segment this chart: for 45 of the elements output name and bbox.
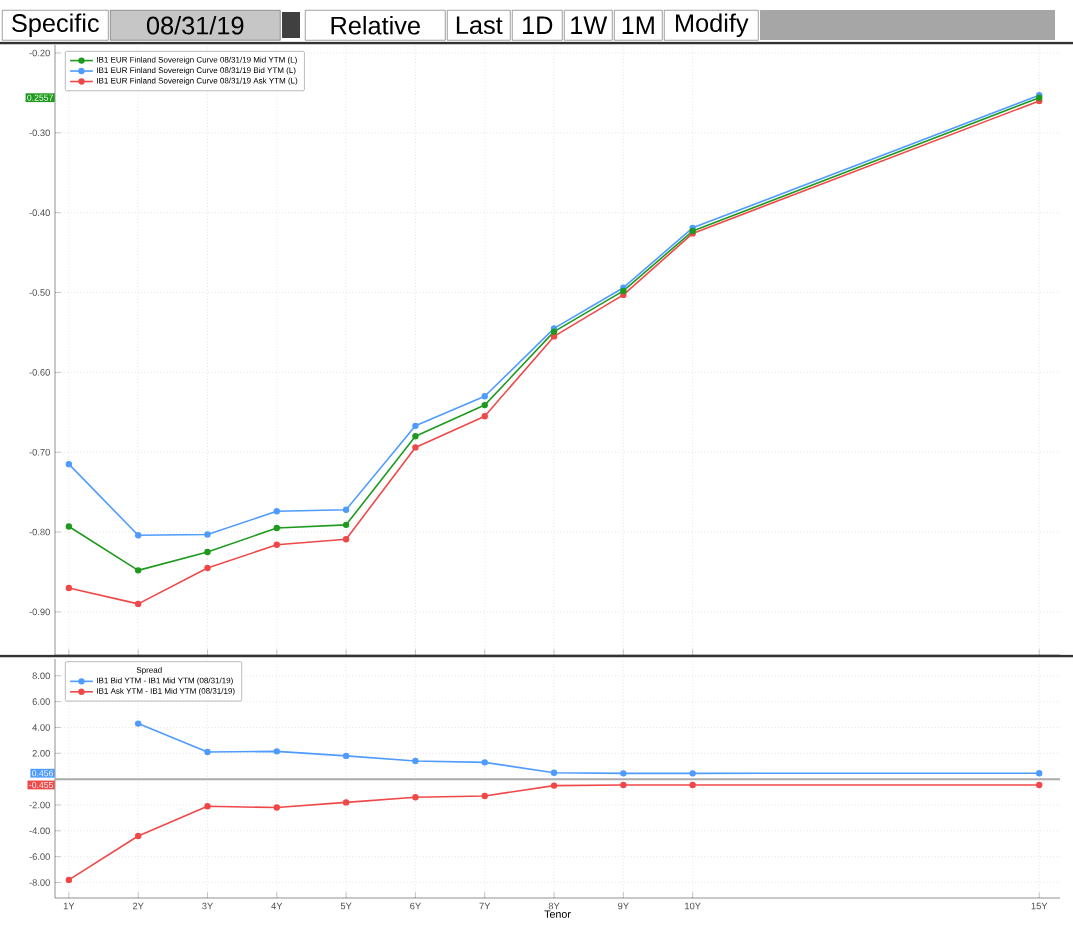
y-tick-label: -0.80 (29, 528, 50, 536)
y-tick-label: -4.00 (29, 827, 50, 835)
y-tick-label: -0.30 (29, 129, 50, 137)
legend-label: IB1 EUR Finland Sovereign Curve 08/31/19 Bid YTM (L) (97, 67, 296, 75)
y-tick-label: -0.40 (29, 209, 50, 216)
y-tick-label: 2.00 (32, 750, 50, 757)
legend-label: IB1 EUR Finland Sovereign Curve 08/31/19 Mid YTM (L) (97, 56, 297, 65)
legend-title: Spread (136, 666, 162, 675)
y-tick-label: -8.00 (29, 879, 50, 886)
x-tick-label: 10Y (685, 902, 701, 910)
text: 1D (523, 16, 553, 34)
y-tick-label: -0.90 (29, 608, 50, 616)
y-tick-label: -6.00 (29, 853, 50, 860)
x-tick-label: 5Y (340, 902, 352, 910)
text: 1W (571, 16, 608, 34)
text: Relative (331, 15, 420, 35)
y-tick-label: 4.00 (32, 724, 50, 731)
text: 0.2557 (27, 94, 53, 101)
text: 0.456 (32, 770, 54, 777)
text: Modify (676, 13, 749, 38)
x-tick-label: 8Y (548, 902, 560, 910)
x-tick-label: 15Y (1031, 902, 1048, 910)
legend-label: IB1 Bid YTM - IB1 Mid YTM (08/31/19) (97, 677, 233, 685)
x-tick-label: 9Y (618, 902, 629, 910)
y-tick-label: -0.60 (29, 369, 50, 376)
text: 08/31/19 (146, 15, 244, 35)
x-tick-label: 7Y (479, 902, 491, 910)
y-tick-label: 8.00 (32, 672, 50, 680)
text: Last (456, 16, 503, 35)
y-tick-label: -0.50 (29, 289, 50, 296)
x-tick-label: 1Y (63, 902, 75, 910)
y-tick-label: -0.20 (29, 49, 50, 57)
legend-label: IB1 Ask YTM - IB1 Mid YTM (08/31/19) (97, 687, 235, 696)
y-tick-label: -0.70 (29, 448, 50, 456)
text: -0.455 (29, 781, 54, 789)
x-tick-label: 4Y (271, 902, 283, 910)
legend-label: IB1 EUR Finland Sovereign Curve 08/31/19 Ask YTM (L) (97, 77, 298, 86)
y-tick-label: -2.00 (29, 801, 50, 809)
x-axis-title: Tenor (544, 910, 571, 918)
text: 1M (622, 16, 654, 34)
x-tick-label: 3Y (202, 902, 213, 910)
y-tick-label: 6.00 (32, 698, 50, 705)
x-tick-label: 2Y (132, 902, 144, 910)
text: Specific (12, 13, 99, 38)
x-tick-label: 6Y (410, 902, 421, 910)
